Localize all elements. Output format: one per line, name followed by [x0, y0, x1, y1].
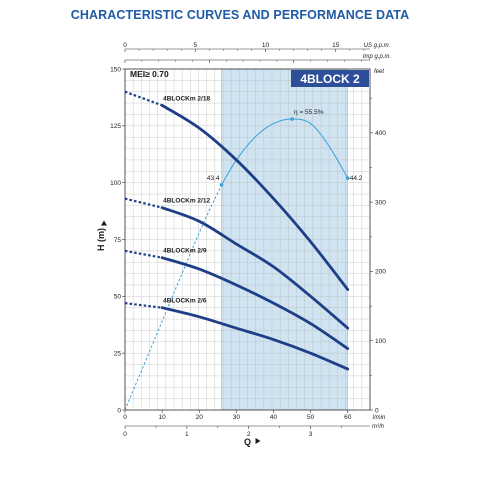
- efficiency-point: [345, 176, 350, 180]
- chart-labels: MEI≥ 0.70 4BLOCK 2: [130, 69, 369, 87]
- curve-label: 4BLOCKm 2/6: [163, 298, 207, 305]
- x-tick-label: 20: [196, 414, 204, 421]
- x-tick-label: 30: [233, 414, 241, 421]
- y-arrow-icon: [101, 220, 107, 226]
- curve-dashed-segment: [124, 197, 163, 209]
- x-tick-label: 10: [159, 414, 167, 421]
- x-unit-label: l/min: [373, 415, 386, 421]
- imp-gpm-unit-label: Imp g.p.m.: [363, 54, 391, 60]
- curve-solid-segment: [160, 103, 350, 291]
- curve-label: 4BLOCKm 2/12: [163, 198, 210, 205]
- m3h-tick-label: 0: [123, 431, 127, 438]
- y-tick-label: 100: [110, 180, 121, 187]
- y-tick-label: 50: [114, 294, 122, 301]
- curve-dashed-segment: [124, 90, 163, 107]
- us-gpm-tick-label: 15: [332, 42, 340, 49]
- y-tick-label: 0: [117, 407, 121, 414]
- x-axis-title: Q: [244, 437, 251, 447]
- x-arrow-icon: [255, 438, 261, 444]
- efficiency-point: [290, 117, 294, 121]
- us-gpm-unit-label: US g.p.m.: [364, 43, 391, 49]
- y-tick-label: 150: [110, 66, 121, 73]
- chart-title-badge: [291, 70, 369, 87]
- feet-tick-label: 200: [375, 269, 386, 276]
- efficiency-point-label: η = 55.5%: [294, 109, 324, 116]
- efficiency-point: [219, 183, 224, 187]
- m3h-tick-label: 2: [247, 431, 251, 438]
- feet-tick-label: 0: [375, 407, 379, 414]
- y-tick-label: 25: [114, 350, 122, 357]
- x-tick-label: 40: [270, 414, 278, 421]
- x-tick-label: 50: [307, 414, 315, 421]
- y-tick-label: 125: [110, 123, 121, 130]
- efficiency-curve-dashed: [124, 184, 222, 411]
- feet-tick-label: 400: [375, 130, 386, 137]
- efficiency-curve: 43.4 η = 55.5% 44.2: [124, 109, 363, 411]
- curve-solid-segment: [160, 206, 350, 330]
- us-gpm-tick-label: 0: [123, 42, 127, 49]
- us-gpm-tick-label: 5: [193, 42, 197, 49]
- feet-tick-label: 100: [375, 338, 386, 345]
- mei-label: MEI≥ 0.70: [130, 69, 169, 79]
- x-tick-label: 0: [123, 414, 127, 421]
- y-tick-label: 75: [114, 237, 122, 244]
- feet-tick-label: 300: [375, 199, 386, 206]
- curve-label: 4BLOCKm 2/9: [163, 248, 207, 255]
- us-gpm-tick-label: 10: [262, 42, 270, 49]
- efficiency-point-label: 44.2: [350, 175, 363, 182]
- chart-title: 4BLOCK 2: [300, 72, 360, 86]
- curve-solid-segment: [160, 306, 350, 371]
- page-title: CHARACTERISTIC CURVES AND PERFORMANCE DA…: [70, 8, 410, 22]
- efficiency-point-label: 43.4: [207, 175, 220, 182]
- efficiency-curve-solid: [221, 118, 349, 186]
- m3h-tick-label: 1: [185, 431, 189, 438]
- curve-solid-segment: [160, 256, 350, 351]
- feet-unit-label: feet: [374, 69, 384, 75]
- curve-label: 4BLOCKm 2/18: [163, 95, 210, 102]
- y-axis-title: H (m): [96, 228, 106, 251]
- m3h-tick-label: 3: [309, 431, 313, 438]
- m3h-unit-label: m³/h: [372, 424, 385, 430]
- curve-dashed-segment: [124, 302, 163, 309]
- curve-dashed-segment: [124, 249, 163, 259]
- x-tick-label: 60: [344, 414, 352, 421]
- performance-curves: 4BLOCKm 2/18 4BLOCKm 2/12 4BLOCKm 2/9 4BLOC…: [124, 90, 350, 371]
